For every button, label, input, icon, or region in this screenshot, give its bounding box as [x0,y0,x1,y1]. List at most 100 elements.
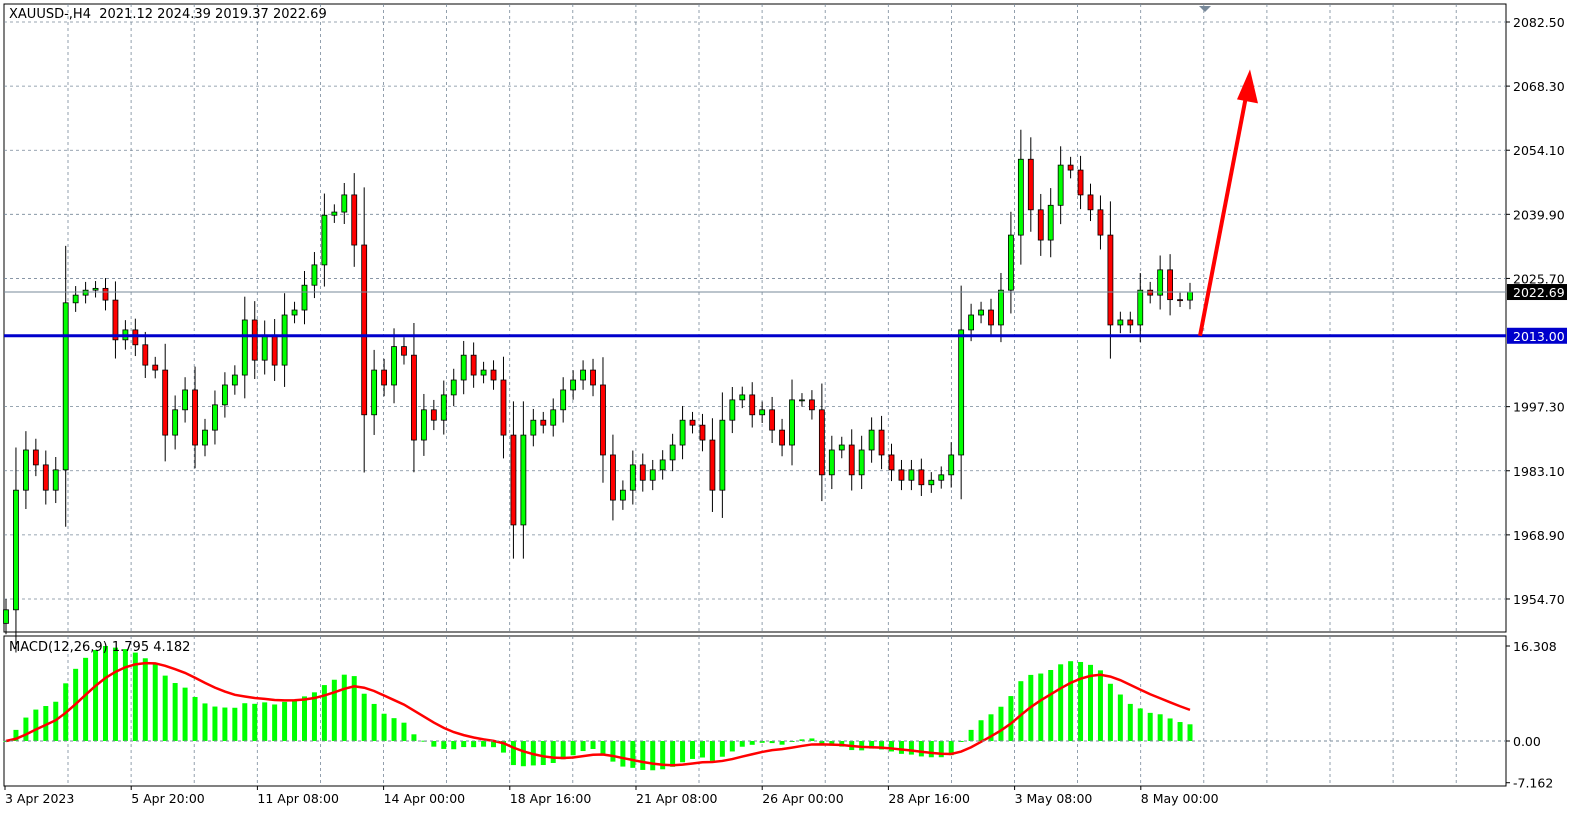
macd-bar [690,741,696,759]
main-pane-border [3,3,1507,633]
macd-bar [212,706,218,741]
macd-bar [1177,722,1183,741]
macd-bar [610,741,616,762]
bull-candle [202,429,208,446]
macd-bar [371,703,377,741]
y-tick-label: 1997.30 [1513,400,1565,415]
arrow-shaft [1198,91,1249,337]
macd-bar [1107,683,1113,741]
bull-candle [828,449,835,476]
macd-bar [600,741,606,754]
bull-candle [968,314,975,331]
macd-bar [461,741,467,748]
x-tick-label: 3 May 08:00 [1015,791,1093,806]
x-tick-label: 26 Apr 00:00 [762,791,844,806]
macd-bar [292,699,298,741]
bear-candle [510,434,517,526]
bear-candle [888,454,895,471]
bear-candle [132,329,139,346]
bull-candle [440,394,447,421]
bull-candle [172,409,179,436]
macd-bar [1187,724,1193,741]
bull-candle [301,284,308,311]
macd-bar [779,741,785,745]
up-arrow-annotation[interactable] [1198,69,1258,337]
y-tick-label: 2068.30 [1513,79,1565,94]
macd-bar [1097,670,1103,741]
macd-bar [948,741,954,756]
macd-bar [401,722,407,741]
macd-bar [928,741,934,758]
bull-candle [1137,289,1144,326]
y-tick-label: 2054.10 [1513,143,1565,158]
macd-bar [491,741,497,748]
level-price-tag [1507,327,1567,344]
bear-candle [411,354,417,441]
chart-shift-marker-icon[interactable] [1199,6,1211,12]
bear-candle [490,369,497,381]
bear-candle [689,419,696,426]
macd-bar [968,729,974,741]
macd-bar [1147,712,1153,741]
macd-bar [540,741,546,766]
bull-candle [838,444,845,451]
macd-bar [232,707,238,741]
bull-candle [958,329,965,456]
macd-bar [1048,670,1054,741]
bull-candle [480,369,487,376]
bull-candle [789,399,795,446]
bear-candle [500,379,507,436]
macd-bar [132,652,138,741]
bull-candle [719,419,726,491]
bull-candle [908,469,915,481]
macd-bar [391,718,397,741]
macd-bar [759,741,765,743]
macd-bar [869,741,875,749]
macd-axis: 16.308 0.00 -7.162 [1506,639,1557,791]
macd-bar [23,717,29,741]
macd-bar [500,741,506,753]
macd-bar [799,739,805,741]
y-tick-label: 1983.10 [1513,464,1565,479]
bear-candle [162,369,169,436]
macd-bar [441,741,447,749]
bear-candle [152,364,159,371]
macd-main-value: 1.795 [111,640,150,655]
macd-bar [680,741,686,763]
bull-candle [1017,158,1024,236]
bull-candle [311,264,318,286]
x-tick-label: 11 Apr 08:00 [257,791,339,806]
bull-candle [241,319,248,376]
macd-bar [560,741,566,760]
macd-tick-label: 16.308 [1513,639,1557,654]
x-tick-label: 14 Apr 00:00 [384,791,466,806]
bear-candle [769,409,776,431]
bull-candle [52,469,59,491]
bear-candle [749,394,756,416]
macd-bar [481,741,487,747]
macd-bar [33,709,39,741]
bear-candle [1087,194,1094,211]
macd-bar [471,741,477,748]
price-axis: 2082.50 2068.30 2054.10 2039.90 2025.70 1997.… [1506,15,1567,607]
bear-candle [1177,299,1183,302]
macd-bar [102,646,108,741]
macd-bar [222,707,228,741]
macd-bar [719,741,725,757]
bull-candle [341,194,348,213]
bear-candle [540,419,547,426]
bull-candle [460,354,467,381]
macd-bar [83,657,89,741]
bear-candle [1127,319,1134,326]
bull-candle [629,464,636,491]
bull-candle [13,489,19,611]
macd-bar [918,741,924,757]
macd-bar [1117,694,1123,741]
x-tick-label: 3 Apr 2023 [5,791,74,806]
bear-candle [102,287,109,301]
bull-candle [520,434,527,526]
bear-candle [112,299,119,341]
macd-bar [829,741,835,746]
macd-bar [1008,696,1014,741]
